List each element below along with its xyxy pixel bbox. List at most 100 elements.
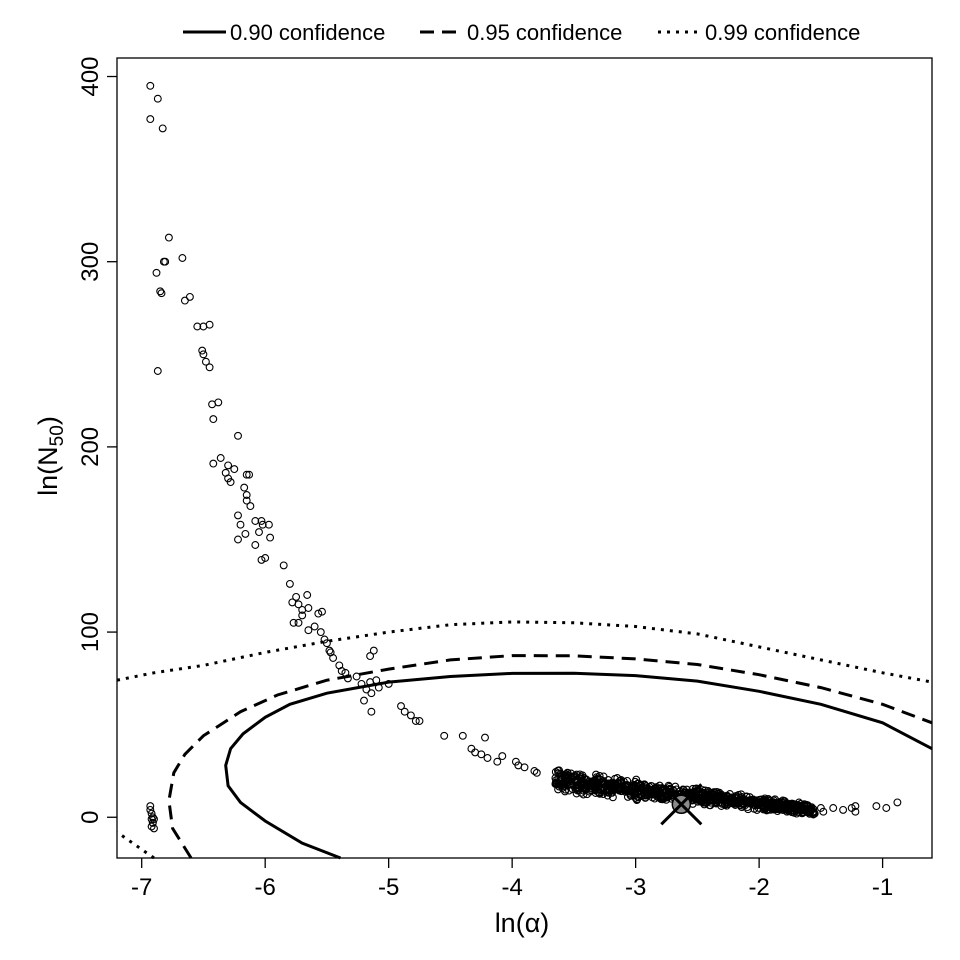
scatter-point (748, 797, 757, 806)
scatter-point (805, 808, 814, 817)
x-tick-label: -4 (501, 874, 522, 901)
y-tick-label: 200 (77, 427, 104, 467)
scatter-point (304, 604, 313, 612)
scatter-point (329, 654, 338, 662)
scatter-point (766, 801, 775, 810)
contour-dotted (116, 830, 155, 860)
scatter-point (147, 822, 156, 831)
scatter-point (193, 322, 202, 331)
scatter-point (150, 824, 158, 833)
scatter-point (440, 731, 449, 740)
scatter-point (158, 124, 167, 133)
scatter-point (639, 783, 647, 792)
scatter-point (610, 784, 619, 793)
scatter-point (591, 777, 600, 786)
y-axis: 0 100 200 300 400 (77, 56, 117, 824)
scatter-point (816, 804, 825, 812)
x-axis: -7 -6 -5 -4 -3 -2 -1 (131, 858, 893, 901)
scatter-point (493, 757, 502, 766)
scatter-point (760, 794, 769, 803)
scatter-point (258, 520, 267, 529)
scatter-point (279, 561, 288, 570)
scatter-point (728, 795, 737, 804)
scatter-point (679, 785, 687, 794)
scatter-point (294, 600, 303, 609)
x-tick-label: -5 (378, 874, 399, 901)
scatter-point (648, 790, 657, 799)
scatter-point (893, 798, 902, 807)
scatter-point (562, 780, 570, 789)
scatter-point (477, 750, 486, 759)
scatter-point (565, 786, 573, 795)
scatter-point (851, 802, 860, 811)
scatter-point (633, 787, 642, 796)
scatter-point (498, 752, 507, 761)
scatter-point (699, 795, 708, 804)
scatter-point (626, 784, 634, 793)
x-tick-label: -7 (131, 874, 152, 901)
scatter-point (161, 257, 170, 266)
scatter-point (209, 459, 218, 468)
scatter-point (793, 801, 802, 810)
scatter-point (530, 767, 539, 775)
scatter-point (781, 801, 790, 809)
scatter-point (285, 579, 294, 588)
scatter-point (698, 790, 707, 798)
plot-frame (116, 57, 933, 859)
x-tick-label: -1 (872, 874, 893, 901)
scatter-point (619, 777, 628, 786)
scatter-point (652, 783, 661, 792)
scatter-point (303, 591, 312, 599)
scatter-point (737, 794, 746, 803)
scatter-point (730, 796, 739, 805)
scatter-point (839, 805, 848, 814)
scatter-point (209, 415, 218, 424)
scatter-point (809, 809, 817, 818)
scatter-point (357, 679, 366, 688)
scatter-point (164, 233, 173, 242)
scatter-point (552, 779, 561, 788)
scatter-point (829, 804, 838, 812)
scatter-point (483, 754, 492, 762)
scatter-point (458, 731, 467, 740)
scatter-point (573, 784, 582, 792)
scatter-point (795, 798, 803, 807)
scatter-point (411, 717, 420, 725)
scatter-point (205, 363, 214, 372)
y-axis-label-suffix: ) (33, 416, 63, 425)
scatter-point (567, 775, 576, 783)
y-tick-label: 0 (77, 811, 104, 824)
scatter-point (700, 800, 709, 809)
scatter-point (180, 296, 189, 305)
scatter-point (255, 528, 263, 537)
scatter-point (316, 628, 325, 637)
scatter-point (261, 554, 270, 562)
scatter-point (185, 292, 194, 301)
scatter-point (372, 676, 381, 685)
scatter-point (242, 491, 251, 499)
scatter-point (314, 609, 323, 618)
scatter-point (576, 777, 585, 786)
x-tick-label: -2 (748, 874, 769, 901)
legend-label-099: 0.99 confidence (705, 20, 860, 45)
scatter-point (310, 622, 319, 631)
scatter-point (792, 809, 801, 818)
scatter-point (592, 778, 601, 787)
scatter-point (352, 672, 361, 681)
scatter-point (374, 683, 383, 692)
scatter-point (882, 804, 891, 812)
scatter-point (234, 511, 242, 520)
scatter-point (251, 541, 260, 549)
scatter-point (712, 796, 721, 805)
scatter-point (608, 793, 617, 802)
scatter-point (397, 702, 405, 711)
scatter-point (199, 350, 208, 359)
scatter-point (146, 81, 155, 90)
scatter-point (481, 733, 489, 742)
scatter-point (153, 94, 162, 103)
scatter-point (146, 802, 155, 811)
scatter-point (760, 798, 769, 807)
scatter-point (367, 707, 376, 716)
scatter-point (337, 667, 346, 675)
